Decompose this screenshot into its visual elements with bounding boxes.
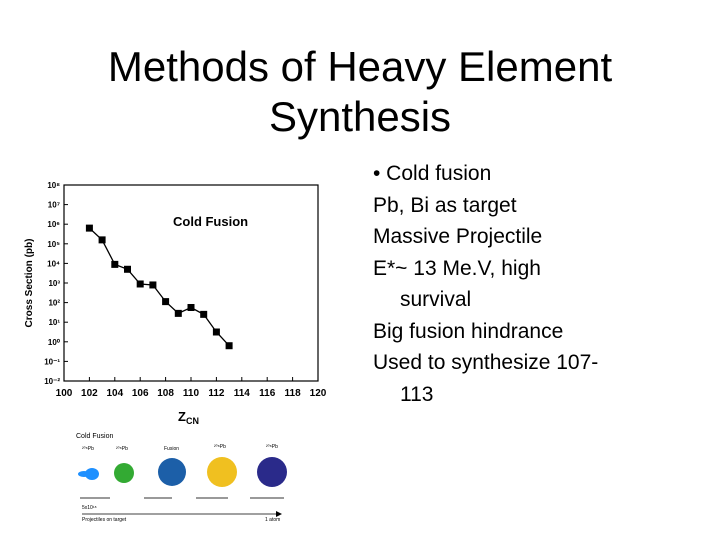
- y-tick-label: 10⁷: [48, 201, 60, 210]
- figure-label: ²⁰⁸Pb: [116, 446, 128, 452]
- y-tick-label: 10⁻¹: [44, 357, 60, 366]
- slide-title: Methods of Heavy Element Synthesis: [0, 42, 720, 142]
- data-point: [124, 265, 131, 273]
- chart-title: Cold Fusion: [173, 214, 248, 229]
- x-tick-label: 102: [81, 388, 98, 399]
- bullet-heading: • Cold fusion: [373, 162, 492, 185]
- y-axis-label: Cross Section (pb): [24, 239, 35, 328]
- x-tick-label: 106: [132, 388, 149, 399]
- timeline-arrow-icon: [276, 511, 282, 517]
- series-line: [88, 227, 230, 347]
- figure-label: ²⁰⁸Pb: [82, 446, 94, 452]
- figure-heading: Cold Fusion: [76, 433, 113, 440]
- bullet-line: Big fusion hindrance: [373, 319, 564, 343]
- timeline-start-caption: Projectiles on target: [82, 517, 127, 523]
- x-tick-label: 100: [56, 388, 73, 399]
- y-tick-label: 10⁰: [48, 338, 61, 347]
- data-point: [200, 310, 208, 318]
- data-point: [111, 260, 119, 268]
- x-tick-label: 110: [183, 388, 200, 399]
- bullet-list: • Cold fusion Pb, Bi as target Massive P…: [373, 158, 693, 410]
- target-nucleus-icon: [114, 463, 134, 483]
- title-line-2: Synthesis: [268, 93, 452, 140]
- title-line-1: Methods of Heavy Element: [107, 43, 613, 90]
- x-tick-label: 104: [106, 388, 123, 399]
- timeline-start-label: 5x10¹⁸: [82, 505, 97, 511]
- figure-label: Fusion: [164, 446, 179, 452]
- x-tick-label: 120: [310, 388, 327, 399]
- reaction-figure: Cold Fusion ²⁰⁸Pb ²⁰⁸Pb Fusion ²⁰⁸Pb ²⁰⁸…: [76, 433, 287, 523]
- bullet-line: survival: [400, 288, 472, 311]
- x-tick-label: 118: [285, 388, 302, 399]
- x-tick-label: 116: [259, 388, 276, 399]
- y-tick-label: 10²: [48, 299, 60, 308]
- timeline-end-label: 1 atom: [265, 517, 280, 523]
- y-tick-label: 10³: [48, 279, 60, 288]
- data-point: [136, 280, 144, 288]
- data-point: [174, 309, 182, 317]
- x-axis-label-sub: CN: [186, 416, 199, 425]
- bullet-line: Pb, Bi as target: [373, 193, 517, 217]
- x-tick-label: 112: [208, 388, 225, 399]
- bullet-line: E*~ 13 Me.V, high: [373, 256, 541, 280]
- bullet-line: 113: [400, 382, 434, 406]
- data-point: [162, 298, 170, 306]
- excited-nucleus-icon: [207, 457, 237, 487]
- y-tick-label: 10⁴: [47, 259, 60, 268]
- y-tick-label: 10⁸: [47, 181, 60, 190]
- x-axis-label-main: Z: [178, 409, 186, 424]
- y-tick-label: 10⁶: [47, 220, 60, 229]
- final-nucleus-icon: [257, 457, 287, 487]
- bullet-line: Used to synthesize 107-: [373, 351, 599, 374]
- projectile-nucleus-icon: [85, 468, 99, 480]
- y-tick-label: 10⁻²: [44, 377, 60, 386]
- x-tick-label: 108: [157, 388, 174, 399]
- y-tick-label: 10¹: [48, 318, 60, 327]
- data-point: [225, 342, 233, 350]
- x-tick-label: 114: [234, 388, 251, 399]
- data-point: [98, 236, 106, 244]
- figure-label: ²⁰⁸Pb: [214, 444, 226, 450]
- data-point: [212, 328, 220, 336]
- data-point: [187, 304, 195, 311]
- x-axis-label: ZCN: [178, 409, 199, 425]
- bullet-line: Massive Projectile: [373, 225, 543, 248]
- cross-section-chart: 100 102 104 106 108 110 112 114 116 118 120 10⁸ 10⁷ 1…: [24, 181, 327, 425]
- y-tick-label: 10⁵: [47, 240, 60, 249]
- figure-label: ²⁰⁸Pb: [266, 444, 278, 450]
- data-point: [85, 224, 93, 232]
- data-point: [149, 281, 157, 289]
- compound-nucleus-icon: [158, 458, 186, 486]
